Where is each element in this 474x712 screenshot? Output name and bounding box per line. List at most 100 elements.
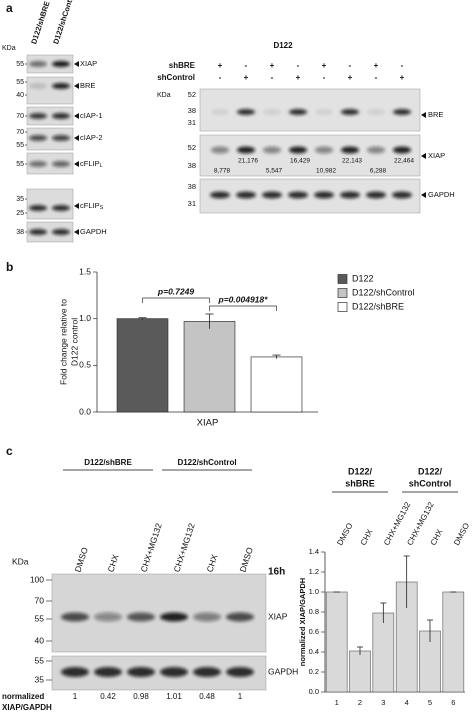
protein-label: XIAP bbox=[80, 59, 97, 68]
protein-name: BRE bbox=[80, 81, 95, 90]
blot-band bbox=[94, 612, 122, 622]
blot-band bbox=[226, 612, 254, 622]
condition-sign: + bbox=[374, 61, 379, 70]
panel-label: c bbox=[6, 444, 13, 458]
condition-sign: - bbox=[401, 61, 404, 70]
legend-label: D122/shBRE bbox=[352, 301, 404, 311]
condition-sign: + bbox=[400, 73, 405, 82]
blot-band bbox=[366, 191, 386, 199]
blot-band bbox=[211, 109, 229, 115]
blot-band bbox=[160, 667, 188, 677]
group-label: shControl bbox=[409, 478, 452, 488]
arrow bbox=[74, 203, 79, 209]
condition-sign: + bbox=[218, 61, 223, 70]
y-tick-label: 0.2 bbox=[309, 667, 319, 676]
quantity-label: 16,429 bbox=[290, 158, 310, 165]
blot-band bbox=[393, 109, 411, 115]
blot bbox=[26, 152, 74, 175]
blot-band bbox=[262, 191, 282, 199]
y-tick-label: 0.8 bbox=[309, 607, 319, 616]
condition-sign: - bbox=[271, 73, 274, 82]
kda-label: KDa bbox=[12, 556, 29, 566]
blot-band bbox=[263, 146, 281, 154]
time-label: 16h bbox=[268, 567, 285, 578]
marker-label: 52 bbox=[188, 90, 196, 99]
blot-band bbox=[210, 191, 230, 199]
arrow bbox=[421, 112, 426, 118]
blot-band bbox=[367, 109, 385, 115]
lane-label: CHX bbox=[205, 553, 220, 573]
protein-label: XIAP bbox=[268, 611, 288, 621]
blot-band bbox=[367, 146, 385, 154]
marker-label: 38 bbox=[16, 229, 24, 236]
blot-band bbox=[127, 612, 155, 622]
marker-label: 100 bbox=[30, 574, 44, 584]
blot bbox=[26, 188, 74, 220]
blot-band bbox=[341, 109, 359, 115]
normalized-value: 1 bbox=[238, 692, 243, 701]
lane-label: CHX+MG132 bbox=[139, 522, 164, 574]
y-tick-label: 0.0 bbox=[309, 687, 319, 696]
bar bbox=[325, 591, 348, 693]
normalized-label: XIAP/GAPDH bbox=[2, 703, 52, 712]
bar bbox=[183, 321, 236, 413]
lane-label: CHX bbox=[429, 527, 445, 547]
blot-band bbox=[29, 135, 47, 141]
blot bbox=[51, 573, 267, 653]
blot-band bbox=[392, 191, 412, 199]
lane-label: DMSO bbox=[238, 546, 256, 574]
blot-band bbox=[211, 146, 229, 154]
condition-sign: - bbox=[375, 73, 378, 82]
arrow bbox=[74, 61, 79, 67]
protein-label: cFLIPS bbox=[80, 201, 104, 211]
lane-label: CHX bbox=[106, 553, 121, 573]
y-tick-label: 0.0 bbox=[79, 406, 91, 416]
marker-label: 38 bbox=[188, 182, 196, 191]
blot bbox=[26, 76, 74, 105]
marker-label: 31 bbox=[188, 118, 196, 127]
normalized-value: 1.01 bbox=[166, 692, 182, 701]
y-tick-label: 0.5 bbox=[79, 360, 91, 370]
condition-sign: + bbox=[270, 61, 275, 70]
x-tick-label: 3 bbox=[381, 698, 385, 707]
protein-name: XIAP bbox=[80, 59, 97, 68]
arrow bbox=[74, 229, 79, 235]
arrow bbox=[74, 161, 79, 167]
condition-sign: - bbox=[297, 61, 300, 70]
blot bbox=[26, 127, 74, 151]
blot-band bbox=[29, 229, 47, 235]
protein-name: cIAP-1 bbox=[80, 111, 103, 120]
lane-label: CHX bbox=[359, 527, 375, 547]
blot-title: D122 bbox=[273, 41, 293, 50]
normalized-value: 0.48 bbox=[199, 692, 215, 701]
blot-band bbox=[52, 161, 70, 167]
protein-label: XIAP bbox=[428, 151, 445, 160]
blot-band bbox=[288, 191, 308, 199]
condition-sign: - bbox=[349, 61, 352, 70]
condition-sign: + bbox=[322, 61, 327, 70]
condition-sign: - bbox=[245, 61, 248, 70]
x-tick-label: 6 bbox=[451, 698, 455, 707]
bar bbox=[349, 650, 371, 693]
y-tick-label: 0.4 bbox=[309, 647, 319, 656]
protein-label: GAPDH bbox=[428, 190, 455, 199]
normalized-value: 1 bbox=[73, 692, 78, 701]
condition-sign: + bbox=[296, 73, 301, 82]
marker-label: 52 bbox=[188, 143, 196, 152]
blot-band bbox=[237, 146, 255, 154]
marker-label: 40 bbox=[16, 92, 24, 99]
arrow bbox=[74, 83, 79, 89]
lane-label: DMSO bbox=[452, 522, 471, 547]
protein-label: cIAP-2 bbox=[80, 133, 103, 142]
group-label: D122/ bbox=[348, 466, 373, 476]
protein-subscript: S bbox=[100, 205, 104, 211]
y-tick-label: 1.4 bbox=[309, 547, 319, 556]
marker-label: 55 bbox=[35, 655, 45, 665]
quantity-label: 8,778 bbox=[214, 168, 231, 175]
legend-swatch bbox=[337, 302, 348, 312]
lane-label: DMSO bbox=[73, 546, 91, 574]
blot-band bbox=[289, 109, 307, 115]
blot-band bbox=[52, 205, 70, 211]
